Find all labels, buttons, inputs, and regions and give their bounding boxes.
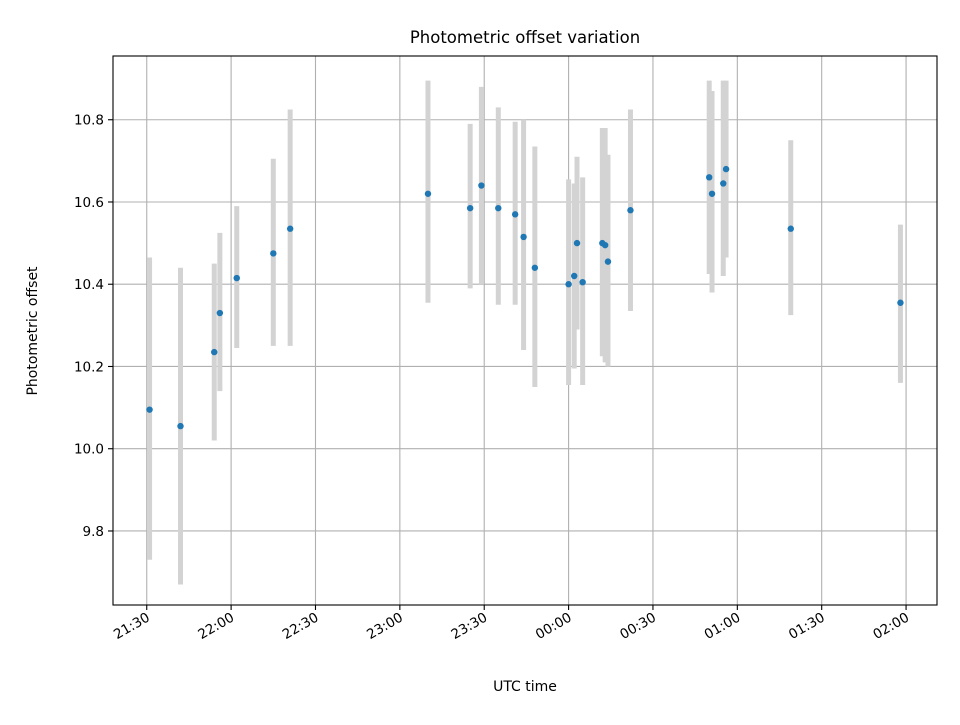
x-axis-label: UTC time	[493, 679, 557, 695]
data-point	[722, 165, 730, 173]
data-point	[211, 348, 218, 356]
data-point	[146, 406, 153, 413]
data-point	[571, 272, 578, 280]
data-point	[233, 274, 240, 282]
y-tick-label: 10.2	[74, 359, 104, 375]
point-layer	[146, 165, 904, 430]
data-point	[604, 258, 612, 265]
data-point	[478, 182, 485, 189]
data-point	[424, 190, 432, 197]
chart-title: Photometric offset variation	[410, 28, 640, 47]
data-point	[466, 204, 474, 212]
data-point	[897, 299, 904, 306]
data-point	[579, 278, 586, 286]
y-tick-label: 10.0	[74, 442, 104, 458]
data-point	[270, 250, 277, 257]
data-point	[627, 207, 634, 214]
data-point	[720, 180, 727, 187]
data-point	[706, 174, 713, 181]
y-axis-label: Photometric offset	[25, 266, 41, 396]
plot-frame	[112, 55, 938, 606]
data-point	[573, 239, 581, 247]
y-tick-label: 10.8	[74, 113, 104, 129]
data-point	[601, 241, 609, 249]
y-tick-label: 10.4	[74, 277, 104, 293]
data-point	[531, 264, 539, 271]
data-point	[787, 225, 794, 232]
y-tick-label: 10.6	[74, 195, 104, 211]
data-point	[216, 309, 224, 317]
data-point	[177, 422, 184, 430]
data-point	[511, 211, 519, 218]
data-point	[520, 233, 527, 241]
y-tick-label: 9.8	[83, 524, 104, 540]
data-point	[565, 281, 572, 288]
data-point	[495, 204, 502, 212]
data-point	[708, 190, 716, 197]
data-point	[286, 225, 294, 232]
